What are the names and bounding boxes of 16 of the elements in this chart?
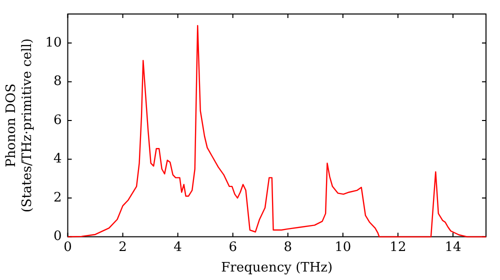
x-tick-label: 4 <box>174 240 182 255</box>
x-tick-label: 12 <box>390 240 406 255</box>
x-tick-label: 14 <box>444 240 462 255</box>
y-tick-label: 2 <box>53 190 62 206</box>
y-tick-label: 8 <box>53 74 62 90</box>
y-tick-label: 6 <box>53 112 62 128</box>
y-tick-label: 10 <box>45 35 62 50</box>
x-axis-title: Frequency (THz) <box>221 260 333 276</box>
x-tick-label: 6 <box>228 240 237 255</box>
x-tick-label: 0 <box>64 240 72 255</box>
x-tick-label: 2 <box>118 240 127 255</box>
y-axis-title: Phonon DOS (States/THz·primitive cell) <box>4 38 35 212</box>
x-tick-label: 8 <box>284 240 292 255</box>
y-tick-label: 4 <box>53 152 62 167</box>
x-tick-label: 10 <box>334 240 352 255</box>
y-tick-label: 0 <box>53 229 62 244</box>
